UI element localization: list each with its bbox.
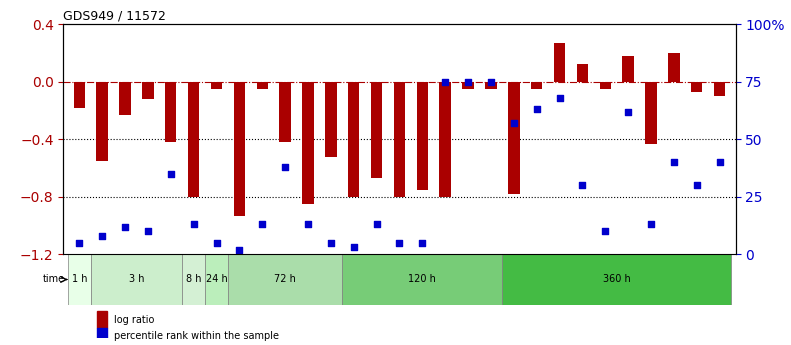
Bar [119, 82, 131, 115]
Point [324, 240, 337, 246]
Bar [279, 82, 291, 142]
Bar [554, 43, 566, 82]
Bar [623, 56, 634, 82]
FancyBboxPatch shape [343, 254, 502, 305]
Text: 8 h: 8 h [186, 275, 202, 285]
Text: 120 h: 120 h [408, 275, 437, 285]
Bar [97, 328, 107, 345]
Point [530, 107, 543, 112]
Bar [165, 82, 176, 142]
Point [393, 240, 406, 246]
Bar [233, 82, 245, 216]
Bar [97, 311, 107, 328]
Point [553, 95, 566, 101]
Bar [74, 82, 85, 108]
Point [668, 159, 680, 165]
Bar [394, 82, 405, 197]
Point [142, 229, 154, 234]
Point [210, 240, 223, 246]
Bar [256, 82, 268, 89]
Bar [645, 82, 657, 144]
Point [691, 183, 703, 188]
Bar [440, 82, 451, 197]
FancyBboxPatch shape [205, 254, 228, 305]
Text: 1 h: 1 h [71, 275, 87, 285]
Point [187, 222, 200, 227]
Point [301, 222, 314, 227]
Text: 360 h: 360 h [603, 275, 630, 285]
Text: GDS949 / 11572: GDS949 / 11572 [63, 10, 166, 23]
Text: 3 h: 3 h [129, 275, 144, 285]
Point [119, 224, 131, 229]
Bar [325, 82, 336, 157]
Bar [210, 82, 222, 89]
Point [485, 79, 498, 85]
Point [256, 222, 269, 227]
FancyBboxPatch shape [182, 254, 205, 305]
FancyBboxPatch shape [228, 254, 343, 305]
Text: 72 h: 72 h [274, 275, 296, 285]
Point [347, 245, 360, 250]
Point [416, 240, 429, 246]
Text: time: time [42, 275, 64, 285]
FancyBboxPatch shape [91, 254, 182, 305]
Point [370, 222, 383, 227]
Point [278, 164, 291, 170]
Bar [531, 82, 543, 89]
Point [508, 120, 520, 126]
Point [165, 171, 177, 177]
FancyBboxPatch shape [502, 254, 731, 305]
Bar [508, 82, 520, 194]
Point [462, 79, 475, 85]
Bar [668, 53, 679, 82]
Bar [417, 82, 428, 190]
Bar [142, 82, 153, 99]
Text: 24 h: 24 h [206, 275, 227, 285]
Bar [188, 82, 199, 197]
Bar [714, 82, 725, 96]
Point [439, 79, 452, 85]
FancyBboxPatch shape [68, 254, 91, 305]
Bar [97, 82, 108, 161]
Point [233, 247, 246, 253]
Point [622, 109, 634, 115]
Bar [348, 82, 359, 197]
Bar [463, 82, 474, 89]
Point [73, 240, 85, 246]
Bar [485, 82, 497, 89]
Point [599, 229, 611, 234]
Text: percentile rank within the sample: percentile rank within the sample [114, 332, 278, 342]
Bar [371, 82, 382, 178]
Point [576, 183, 589, 188]
Bar [691, 82, 702, 92]
Bar [577, 65, 589, 82]
Point [713, 159, 726, 165]
Bar [600, 82, 611, 89]
Point [96, 233, 108, 239]
Point [645, 222, 657, 227]
Text: log ratio: log ratio [114, 315, 154, 325]
Bar [302, 82, 314, 204]
